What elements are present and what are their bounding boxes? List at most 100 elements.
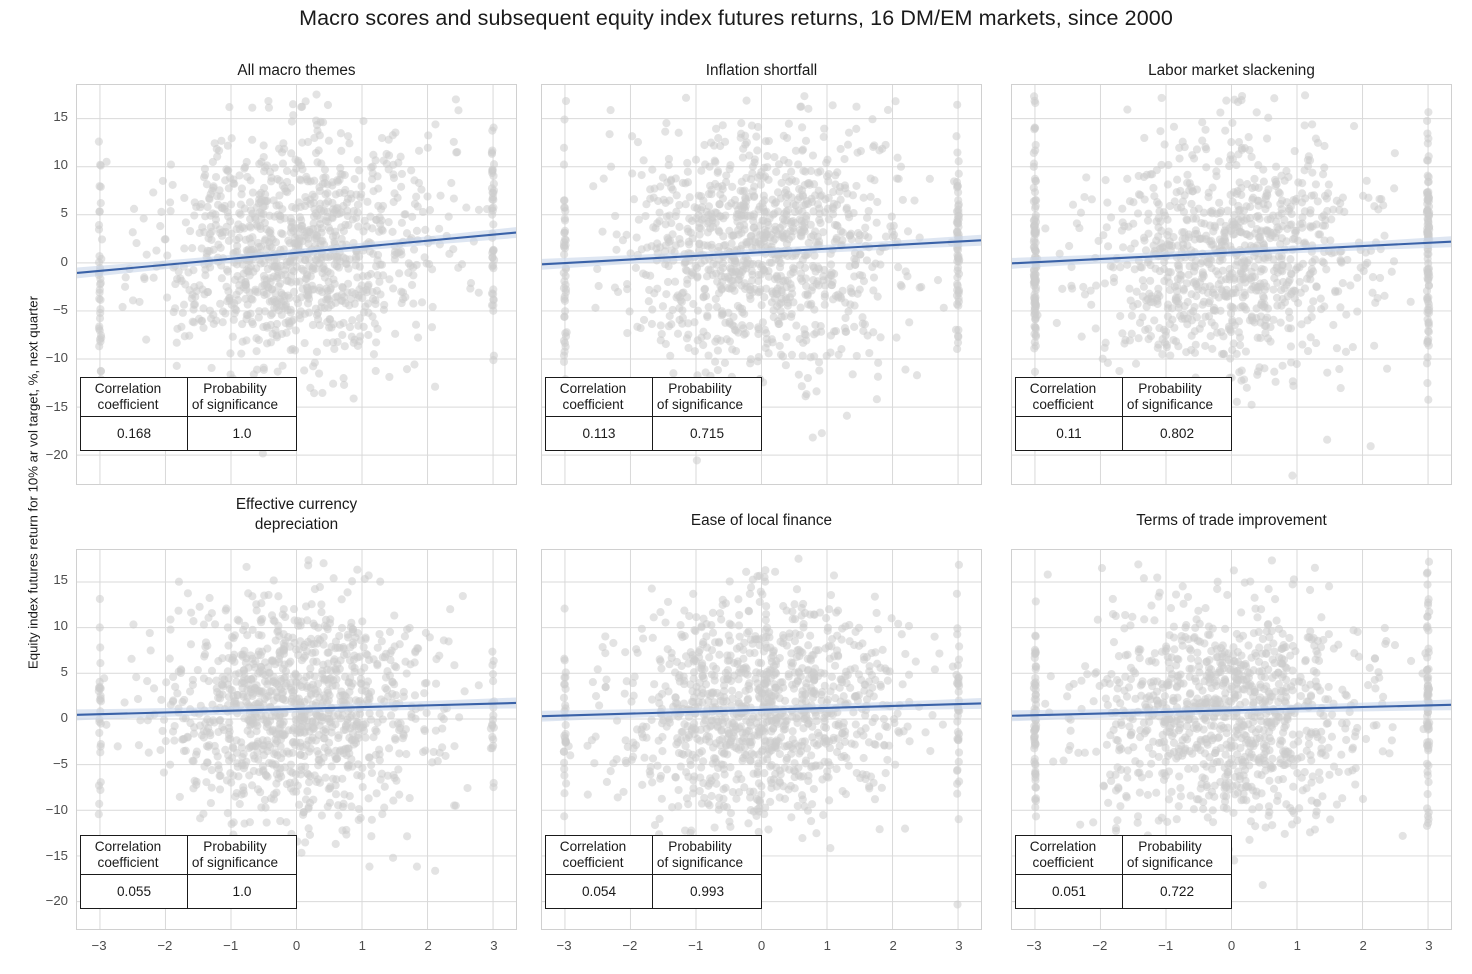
header-line-2: coefficient: [562, 855, 624, 870]
panel-title-ease-of-local-finance: Ease of local finance: [541, 511, 982, 531]
header-line-2: of significance: [656, 397, 744, 412]
header-probability-of-significance: Probability of significance: [652, 835, 762, 875]
x-tick-label: −3: [1026, 938, 1042, 953]
header-line-1: Correlation: [1029, 838, 1097, 854]
x-tick-label: 3: [490, 938, 498, 953]
x-tick-label: 1: [1293, 938, 1301, 953]
header-line-2: of significance: [1126, 397, 1214, 412]
y-tick-label: −20: [45, 447, 68, 462]
plot-canvas-all-macro-themes: [77, 85, 516, 484]
stats-value-row: 0.113 0.715: [545, 416, 762, 451]
x-tick-label: 3: [1425, 938, 1433, 953]
panel-title-all-macro-themes: All macro themes: [76, 61, 517, 81]
header-line-2: of significance: [656, 855, 744, 870]
y-tick-label: 10: [53, 618, 68, 634]
panel-title-line: depreciation: [254, 516, 339, 534]
stats-table-effective-currency-depreciation: Correlation coefficient Probability of sign…: [80, 835, 297, 909]
stats-value-row: 0.054 0.993: [545, 874, 762, 909]
header-correlation-coefficient: Correlation coefficient: [1015, 835, 1123, 875]
header-probability-of-significance-text: Probability of significance: [639, 381, 761, 413]
plot-canvas-effective-currency-depreciation: [77, 550, 516, 929]
regression-line: [542, 239, 981, 266]
stats-header-row: Correlation coefficient Probability of sign…: [1015, 377, 1232, 417]
stats-value-row: 0.051 0.722: [1015, 874, 1232, 909]
y-tick-label: 5: [60, 205, 68, 221]
plot-canvas-labor-market-slackening: [1012, 85, 1451, 484]
header-probability-of-significance: Probability of significance: [1122, 835, 1232, 875]
y-tick-label: −5: [52, 755, 68, 771]
header-probability-of-significance: Probability of significance: [187, 835, 297, 875]
value-correlation-coefficient: 0.11: [1015, 416, 1123, 451]
header-line-1: Probability: [1138, 838, 1202, 854]
header-line-1: Correlation: [1029, 380, 1097, 396]
header-line-2: coefficient: [1032, 855, 1094, 870]
x-tick-label: −1: [1158, 938, 1174, 953]
y-tick-label: 5: [60, 663, 68, 679]
header-line-1: Correlation: [559, 838, 627, 854]
regression-line: [542, 702, 981, 718]
y-tick-label: −15: [45, 398, 68, 414]
stats-header-row: Correlation coefficient Probability of sign…: [1015, 835, 1232, 875]
plot-canvas-terms-of-trade-improvement: [1012, 550, 1451, 929]
header-line-1: Probability: [203, 380, 267, 396]
y-tick-label: 15: [53, 572, 68, 588]
value-correlation-coefficient: 0.054: [545, 874, 653, 909]
stats-value-row: 0.168 1.0: [80, 416, 297, 451]
header-correlation-coefficient-text: Correlation coefficient: [69, 381, 187, 413]
x-tick-label: 0: [757, 938, 766, 953]
value-probability-of-significance: 1.0: [187, 416, 297, 451]
value-correlation-coefficient: 0.055: [80, 874, 188, 909]
figure-title: Macro scores and subsequent equity index…: [299, 6, 1173, 30]
x-tick-label: 2: [889, 938, 897, 953]
header-correlation-coefficient-text: Correlation coefficient: [69, 839, 187, 871]
x-tick-label: 0: [292, 938, 301, 953]
scatter-points: [94, 556, 499, 885]
regression-line: [77, 701, 516, 716]
header-probability-of-significance-text: Probability of significance: [1109, 839, 1231, 871]
plot-canvas-inflation-shortfall: [542, 85, 981, 484]
header-probability-of-significance-text: Probability of significance: [1109, 381, 1231, 413]
stats-header-row: Correlation coefficient Probability of sign…: [80, 377, 297, 417]
header-line-2: of significance: [191, 855, 279, 870]
x-tick-label: 3: [955, 938, 963, 953]
panel-title-line: All macro themes: [237, 62, 356, 79]
x-tick-label: −3: [556, 938, 572, 953]
stats-table-all-macro-themes: Correlation coefficient Probability of sign…: [80, 377, 297, 451]
value-probability-of-significance: 0.722: [1122, 874, 1232, 909]
x-tick-label: −1: [688, 938, 704, 953]
header-line-1: Probability: [203, 838, 267, 854]
header-line-2: of significance: [1126, 855, 1214, 870]
x-tick-label: 2: [1359, 938, 1367, 953]
x-tick-label: 1: [358, 938, 366, 953]
header-correlation-coefficient: Correlation coefficient: [1015, 377, 1123, 417]
x-tick-label: 2: [424, 938, 432, 953]
header-line-1: Correlation: [94, 380, 162, 396]
regression-line: [1012, 703, 1451, 717]
header-line-2: coefficient: [562, 397, 624, 412]
stats-header-row: Correlation coefficient Probability of sign…: [80, 835, 297, 875]
panel-title-line: Labor market slackening: [1148, 62, 1315, 79]
header-correlation-coefficient-text: Correlation coefficient: [534, 381, 652, 413]
panel-title-line: Ease of local finance: [690, 512, 833, 529]
header-probability-of-significance: Probability of significance: [1122, 377, 1232, 417]
regression-line: [77, 231, 516, 275]
scatter-points: [1029, 91, 1434, 480]
header-line-2: coefficient: [97, 855, 159, 870]
y-tick-label: −20: [45, 893, 68, 909]
panel-title-line: Inflation shortfall: [705, 62, 818, 79]
header-correlation-coefficient-text: Correlation coefficient: [1004, 381, 1122, 413]
panel-title-line: Terms of trade improvement: [1136, 512, 1327, 529]
header-line-1: Probability: [1138, 380, 1202, 396]
stats-value-row: 0.11 0.802: [1015, 416, 1232, 451]
value-probability-of-significance: 0.802: [1122, 416, 1232, 451]
x-tick-label: −2: [157, 938, 173, 953]
stats-table-ease-of-local-finance: Correlation coefficient Probability of sign…: [545, 835, 762, 909]
x-tick-label: −2: [622, 938, 638, 953]
y-tick-label: −10: [45, 350, 68, 366]
header-line-1: Probability: [668, 380, 732, 396]
stats-table-inflation-shortfall: Correlation coefficient Probability of sign…: [545, 377, 762, 451]
x-tick-label: 0: [1227, 938, 1236, 953]
value-correlation-coefficient: 0.168: [80, 416, 188, 451]
panel-title-inflation-shortfall: Inflation shortfall: [541, 61, 982, 81]
